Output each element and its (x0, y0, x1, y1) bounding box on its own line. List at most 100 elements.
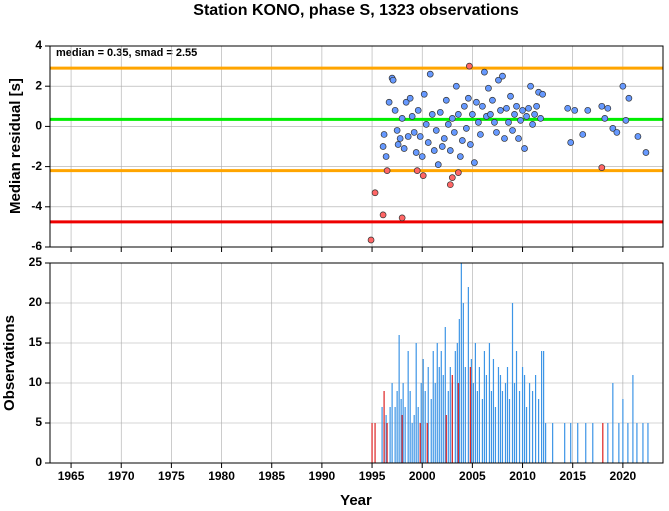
point (642, 149, 650, 156)
point (461, 102, 468, 110)
bar (474, 343, 476, 463)
point (531, 110, 538, 118)
bar (490, 391, 493, 463)
bar (518, 391, 521, 463)
point (463, 125, 470, 132)
x-tick-label: 1985 (258, 469, 285, 483)
point (413, 167, 421, 174)
point (438, 143, 446, 150)
point (491, 119, 498, 126)
bar (442, 375, 444, 463)
x-tick-label: 2015 (559, 469, 586, 483)
bar (513, 383, 516, 463)
x-tick-label: 2005 (459, 469, 486, 483)
point (539, 90, 546, 98)
point (503, 104, 510, 112)
point (495, 76, 502, 84)
bar (632, 375, 634, 463)
bar (612, 383, 614, 463)
bar (585, 423, 587, 463)
bar (444, 327, 446, 463)
bar (472, 383, 474, 463)
bar (607, 423, 609, 463)
bar (552, 423, 554, 463)
point (475, 119, 482, 126)
bar (427, 367, 429, 463)
point (428, 110, 436, 118)
point (391, 106, 399, 114)
bar (457, 383, 459, 463)
point (394, 141, 402, 148)
point (601, 115, 609, 122)
point (408, 112, 416, 120)
bar (501, 391, 504, 463)
point (434, 161, 442, 168)
bar (464, 367, 466, 463)
point (493, 129, 500, 136)
point (473, 98, 480, 106)
x-tick-label: 2000 (409, 469, 436, 483)
point (440, 135, 448, 142)
bar (436, 343, 438, 463)
bar (434, 383, 436, 463)
point (622, 117, 630, 124)
bar (521, 367, 524, 463)
bar (504, 383, 507, 463)
point (424, 139, 432, 146)
bar (447, 391, 449, 463)
bar (432, 351, 434, 463)
bar (430, 399, 432, 463)
bar (618, 423, 620, 463)
point (481, 68, 488, 76)
plot-frame (49, 45, 664, 248)
point (380, 131, 388, 138)
point (466, 62, 473, 70)
bar (537, 399, 540, 463)
point (634, 133, 642, 140)
bar (470, 359, 472, 463)
bar (531, 391, 534, 463)
point (458, 137, 466, 144)
point (529, 121, 536, 128)
bar (622, 399, 624, 463)
point (430, 147, 438, 154)
point (471, 159, 478, 166)
point (515, 135, 522, 142)
y-tick-label: 10 (29, 375, 43, 389)
point (619, 82, 627, 90)
bar (488, 343, 491, 463)
annotation: median = 0.35, smad = 2.55 (56, 47, 197, 59)
bar (458, 319, 460, 463)
x-tick-label: 1970 (108, 469, 135, 483)
bar (419, 423, 421, 463)
bar (462, 303, 464, 463)
bar (440, 351, 442, 463)
bar (371, 423, 373, 463)
point (584, 106, 592, 114)
bar (391, 383, 393, 463)
bar (525, 407, 528, 463)
point (452, 82, 460, 90)
bar (541, 351, 543, 463)
point (469, 110, 476, 118)
bar (545, 423, 547, 463)
bar (386, 423, 388, 463)
point (519, 106, 526, 114)
bar (627, 423, 629, 463)
point (467, 141, 474, 148)
x-axis-label: Year (340, 492, 372, 509)
point (400, 145, 408, 152)
bar (478, 367, 481, 463)
point (489, 96, 496, 104)
bar (592, 423, 594, 463)
bar (401, 415, 403, 463)
bar (492, 359, 495, 463)
point (497, 106, 504, 114)
y-tick-label: 0 (35, 119, 42, 133)
y-tick-label: 20 (29, 295, 43, 309)
point (398, 214, 406, 222)
point (465, 94, 472, 102)
bar (483, 351, 486, 463)
x-tick-label: 1965 (58, 469, 85, 483)
